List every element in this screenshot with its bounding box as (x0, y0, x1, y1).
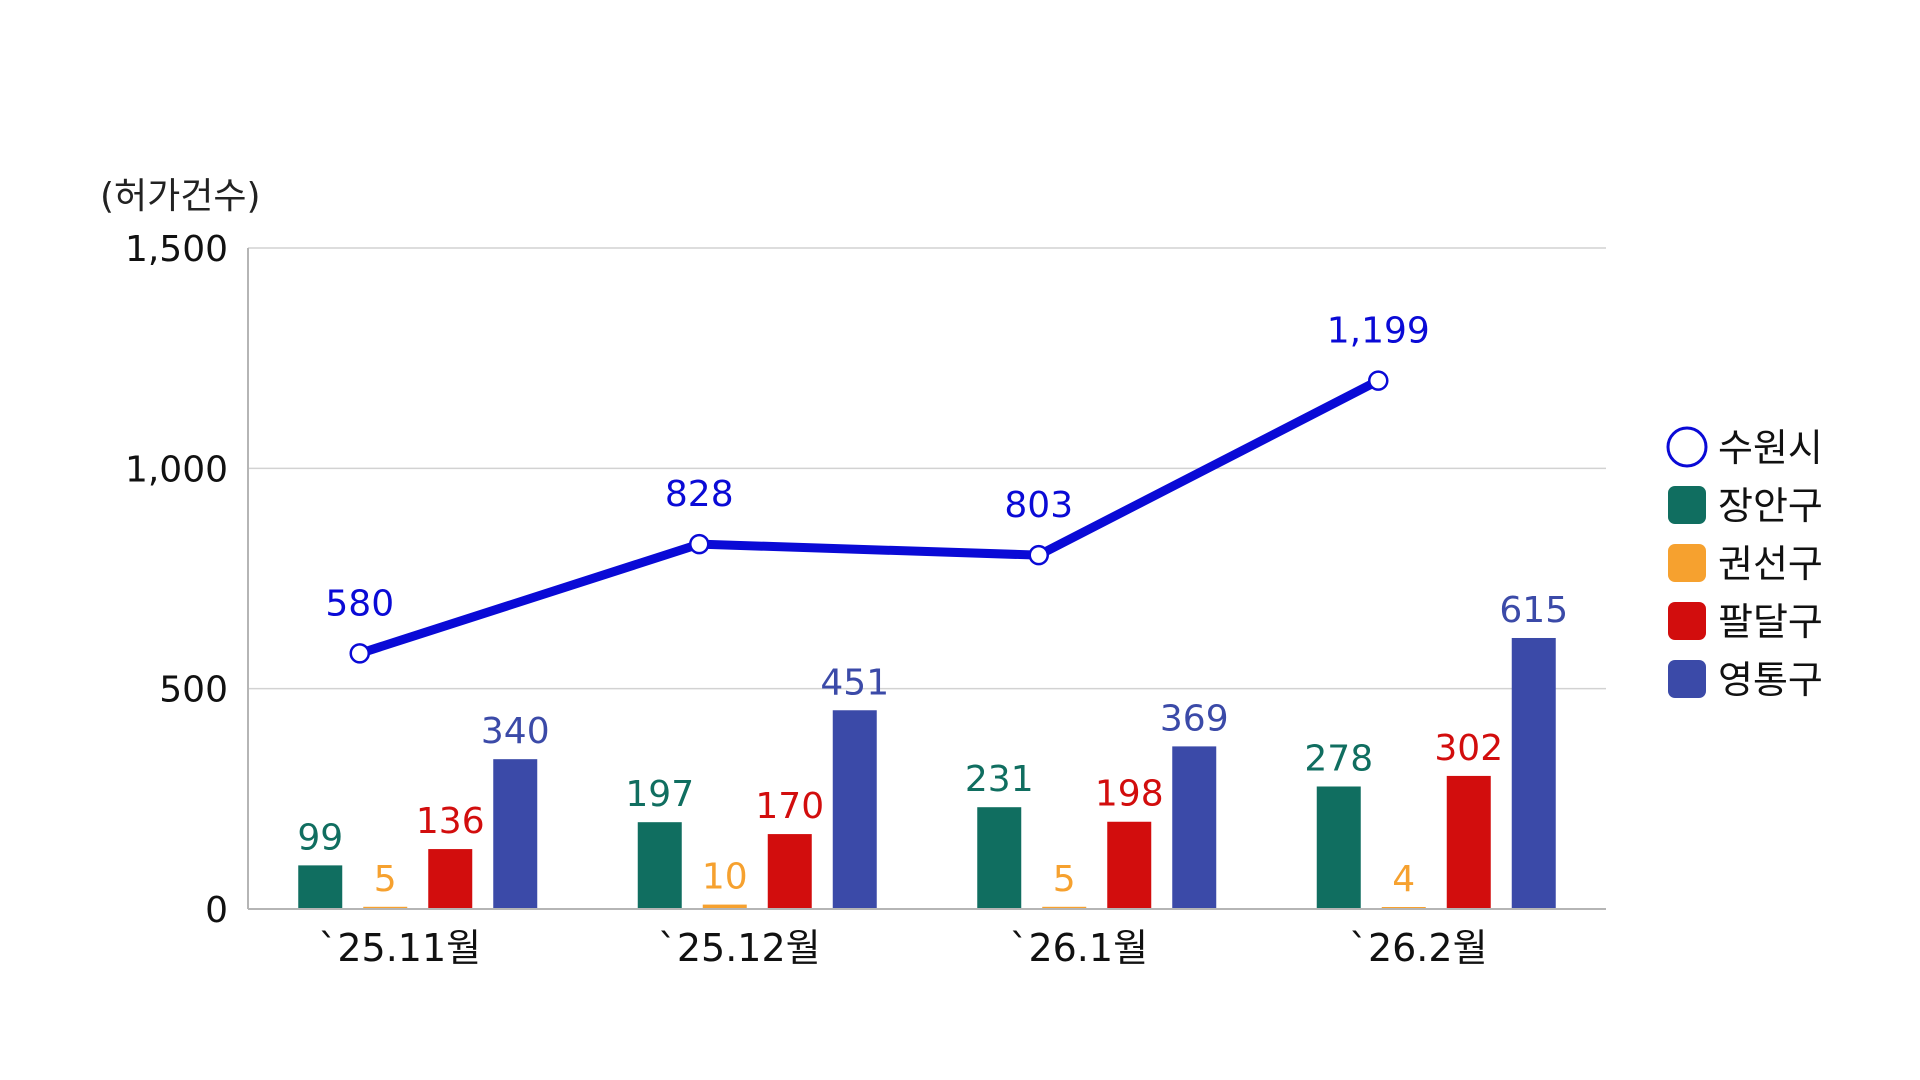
x-category-label: `26.1월 (1009, 926, 1148, 970)
bar (832, 710, 877, 909)
bar-value-label: 340 (481, 711, 550, 752)
bar-value-label: 197 (625, 774, 694, 815)
x-category-label: `25.12월 (658, 926, 821, 970)
line-series-group: 580 828 803 1,199 (325, 311, 1430, 664)
line-value-label: 580 (325, 583, 394, 624)
bar-value-label: 278 (1304, 738, 1373, 779)
legend-label: 권선구 (1718, 542, 1823, 586)
line-point-marker (689, 533, 710, 555)
line-point-marker (1028, 544, 1049, 566)
legend-label: 수원시 (1718, 426, 1823, 470)
bar (977, 807, 1022, 909)
bar (702, 904, 747, 909)
bar (428, 849, 473, 909)
bar-value-label: 5 (1053, 859, 1076, 900)
bar (493, 759, 538, 909)
line-value-label: 828 (665, 474, 734, 515)
bar-value-label: 198 (1095, 774, 1164, 815)
bar-value-label: 99 (297, 817, 343, 858)
bar (298, 865, 343, 909)
bar (1446, 775, 1491, 909)
line-point-marker (349, 643, 370, 664)
line-series-path (355, 376, 1383, 658)
legend-label: 팔달구 (1718, 600, 1823, 644)
y-tick-label: 500 (159, 670, 228, 711)
y-tick-label: 0 (205, 890, 228, 931)
legend-label: 장안구 (1718, 484, 1823, 528)
bar-value-label: 302 (1434, 728, 1503, 769)
axes: 0 500 1,000 1,500 `25.11월 `25.12월 `26.1월 `26.2월 (125, 229, 1606, 970)
bar (637, 822, 682, 909)
bar-value-label: 4 (1392, 859, 1415, 900)
line-point-marker (1368, 370, 1389, 391)
bar-value-label: 170 (755, 786, 824, 827)
bar-value-label: 10 (702, 857, 748, 898)
y-unit-label: (허가건수) (100, 176, 261, 217)
x-category-label: `26.2월 (1349, 926, 1488, 970)
bar (767, 834, 812, 909)
legend-swatch (1668, 544, 1706, 582)
bar (1172, 746, 1217, 909)
x-category-label: `25.11월 (318, 926, 481, 970)
line-value-label: 1,199 (1327, 311, 1430, 352)
legend-swatch (1668, 486, 1706, 524)
legend-swatch (1668, 660, 1706, 698)
bar (1042, 906, 1087, 909)
bar-value-label: 136 (416, 801, 485, 842)
y-tick-label: 1,000 (125, 449, 228, 490)
bar (1511, 637, 1556, 909)
bar-value-label: 615 (1499, 590, 1568, 631)
y-tick-label: 1,500 (125, 229, 228, 270)
legend-label: 영통구 (1718, 658, 1823, 702)
grid (248, 247, 1606, 690)
bar (363, 906, 408, 909)
line-value-label: 803 (1004, 485, 1073, 526)
bar-value-label: 369 (1160, 698, 1229, 739)
legend-swatch (1668, 602, 1706, 640)
bar-value-label: 231 (965, 759, 1034, 800)
bar (1316, 786, 1361, 909)
legend-line-marker (1666, 426, 1708, 468)
bar (1107, 821, 1152, 909)
bar-value-label: 5 (374, 859, 397, 900)
bar-value-label: 451 (820, 662, 889, 703)
